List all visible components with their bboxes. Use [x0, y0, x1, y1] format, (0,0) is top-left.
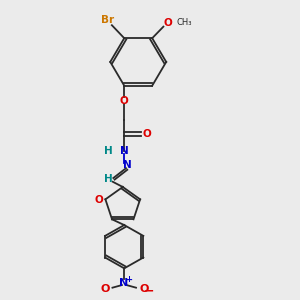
- Text: H: H: [104, 146, 113, 157]
- Text: CH₃: CH₃: [177, 18, 192, 27]
- Text: N: N: [120, 146, 129, 157]
- Text: N: N: [119, 278, 128, 288]
- Text: O: O: [101, 284, 110, 294]
- Text: O: O: [94, 195, 103, 205]
- Text: O: O: [139, 284, 149, 294]
- Text: +: +: [125, 275, 132, 284]
- Text: O: O: [120, 96, 129, 106]
- Text: Br: Br: [101, 15, 115, 25]
- Text: N: N: [123, 160, 132, 170]
- Text: O: O: [163, 18, 172, 28]
- Text: H: H: [104, 174, 113, 184]
- Text: −: −: [144, 284, 154, 297]
- Text: O: O: [142, 129, 151, 139]
